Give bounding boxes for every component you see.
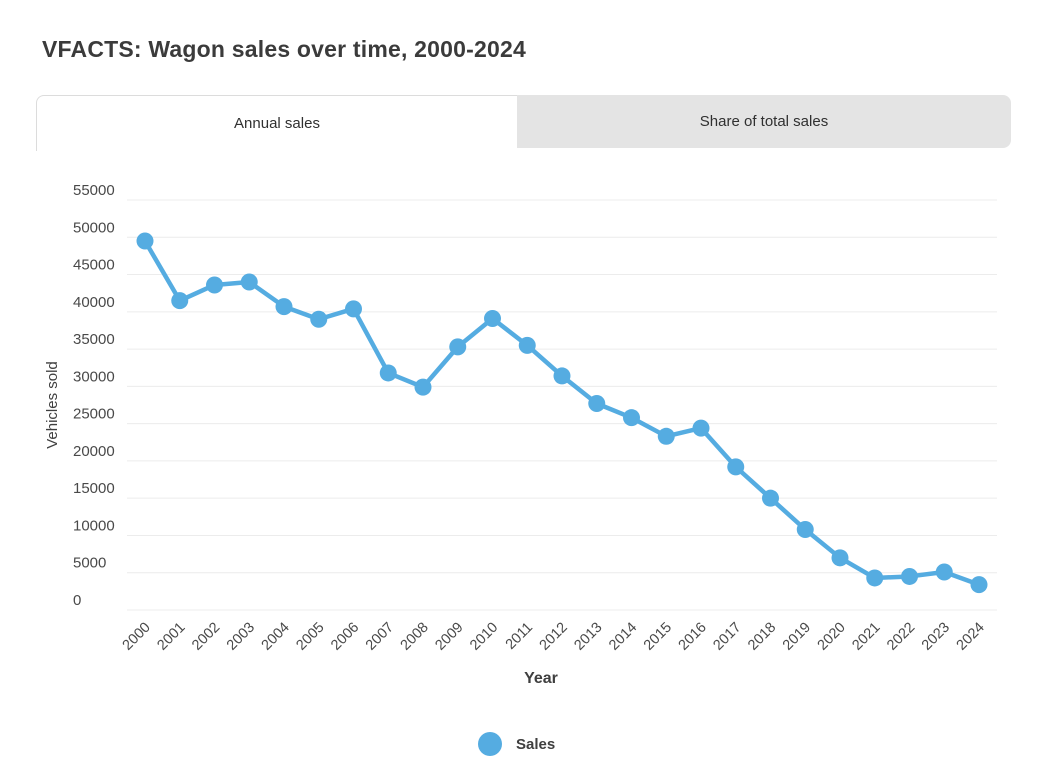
data-point-2009[interactable] xyxy=(449,338,467,356)
x-tick-label-2003: 2003 xyxy=(224,620,258,654)
x-tick-label-2004: 2004 xyxy=(259,620,293,654)
data-point-2007[interactable] xyxy=(379,364,397,382)
x-tick-label-2013: 2013 xyxy=(571,620,605,654)
data-point-2012[interactable] xyxy=(553,367,571,385)
tab-share-of-total-sales-label: Share of total sales xyxy=(699,113,829,130)
data-point-2018[interactable] xyxy=(762,489,779,507)
x-tick-label-2019: 2019 xyxy=(780,620,814,654)
x-tick-label-2014: 2014 xyxy=(606,620,640,654)
x-tick-label-2012: 2012 xyxy=(537,620,571,654)
data-point-2010[interactable] xyxy=(484,310,501,328)
x-tick-label-2021: 2021 xyxy=(849,620,883,654)
data-point-2022[interactable] xyxy=(901,567,918,585)
y-tick-label-10000: 10000 xyxy=(73,517,115,534)
data-point-2024[interactable] xyxy=(970,576,988,594)
x-tick-label-2024: 2024 xyxy=(954,620,988,654)
x-tick-label-2018: 2018 xyxy=(745,620,779,654)
data-point-2003[interactable] xyxy=(240,273,258,291)
y-tick-label-5000: 5000 xyxy=(73,555,106,572)
data-point-2000[interactable] xyxy=(136,232,154,250)
page-title: VFACTS: Wagon sales over time, 2000-2024 xyxy=(42,36,526,62)
y-tick-label-25000: 25000 xyxy=(73,406,115,423)
tab-bar: Annual sales Share of total sales xyxy=(36,95,1011,151)
x-tick-label-2010: 2010 xyxy=(467,620,501,654)
data-point-2015[interactable] xyxy=(657,427,675,445)
x-tick-label-2001: 2001 xyxy=(154,620,188,654)
data-point-2020[interactable] xyxy=(831,549,849,567)
y-tick-label-20000: 20000 xyxy=(73,443,115,460)
series-line-sales xyxy=(142,238,982,587)
data-point-2006[interactable] xyxy=(345,300,362,318)
x-tick-label-2006: 2006 xyxy=(328,620,362,654)
legend-sales-label: Sales xyxy=(516,735,556,753)
y-axis-title: Vehicles sold xyxy=(44,361,61,449)
sales-line-chart: 0 5000 10000 15000 20000 25000 30000 35000 40000… xyxy=(44,182,997,687)
x-tick-label-2015: 2015 xyxy=(641,620,675,654)
x-tick-label-2000: 2000 xyxy=(120,620,154,654)
x-tick-label-2011: 2011 xyxy=(503,620,536,653)
data-point-2001[interactable] xyxy=(171,292,189,310)
legend: Sales xyxy=(0,732,1043,762)
y-tick-label-55000: 55000 xyxy=(73,182,115,199)
data-point-2005[interactable] xyxy=(310,310,328,328)
tab-annual-sales[interactable]: Annual sales xyxy=(36,95,517,151)
data-point-2023[interactable] xyxy=(935,563,953,581)
x-tick-label-2008: 2008 xyxy=(398,620,432,654)
x-tick-label-2016: 2016 xyxy=(676,620,710,654)
data-point-2017[interactable] xyxy=(727,458,745,476)
data-point-2016[interactable] xyxy=(692,419,710,437)
x-tick-label-2005: 2005 xyxy=(293,620,327,654)
data-point-2011[interactable] xyxy=(518,336,536,354)
data-point-2002[interactable] xyxy=(206,276,223,294)
x-axis-title: Year xyxy=(524,670,558,687)
y-tick-label-30000: 30000 xyxy=(73,368,115,385)
legend-sales-swatch xyxy=(478,732,502,756)
x-tick-label-2022: 2022 xyxy=(884,620,918,654)
y-tick-label-45000: 45000 xyxy=(73,257,115,274)
data-point-2021[interactable] xyxy=(866,569,884,587)
y-tick-label-0: 0 xyxy=(73,592,81,609)
x-tick-label-2009: 2009 xyxy=(432,620,466,654)
x-tick-label-2023: 2023 xyxy=(919,620,953,654)
data-point-2013[interactable] xyxy=(588,395,606,413)
x-tick-label-2007: 2007 xyxy=(363,620,397,654)
data-point-2019[interactable] xyxy=(796,520,814,538)
data-point-2004[interactable] xyxy=(275,298,293,316)
x-tick-label-2020: 2020 xyxy=(815,620,849,654)
y-tick-label-35000: 35000 xyxy=(73,331,115,348)
y-tick-label-40000: 40000 xyxy=(73,294,115,311)
data-point-2008[interactable] xyxy=(414,378,432,396)
x-tick-label-2002: 2002 xyxy=(189,620,223,654)
y-tick-label-50000: 50000 xyxy=(73,219,115,236)
tab-share-of-total-sales[interactable]: Share of total sales xyxy=(517,95,1011,148)
tab-annual-sales-label: Annual sales xyxy=(234,115,320,132)
data-point-2014[interactable] xyxy=(623,409,640,427)
legend-item-sales[interactable]: Sales xyxy=(478,732,555,756)
y-tick-label-15000: 15000 xyxy=(73,480,115,497)
x-tick-label-2017: 2017 xyxy=(710,620,744,654)
